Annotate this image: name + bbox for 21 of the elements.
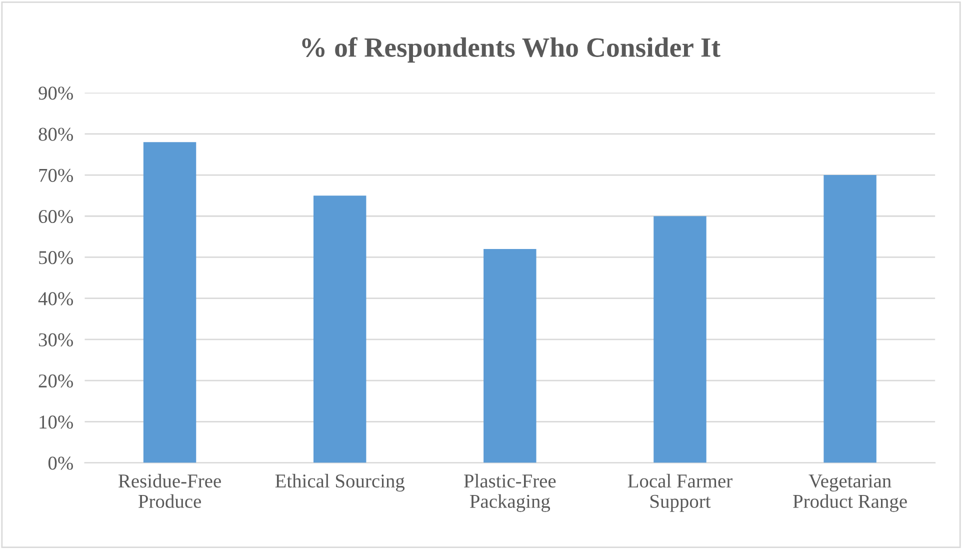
bar [484, 249, 536, 463]
bar [143, 142, 196, 463]
y-tick-label: 50% [39, 251, 73, 264]
x-tick-label: Residue-Free Produce [118, 474, 221, 508]
y-tick-label: 90% [38, 86, 73, 100]
x-tick-label: Ethical Sourcing [275, 474, 405, 492]
bar [313, 196, 366, 463]
y-tick-label: 70% [39, 168, 73, 182]
bar [824, 175, 876, 463]
x-tick-label: Plastic-Free Packaging [464, 474, 556, 512]
y-tick-label: 0% [48, 456, 73, 470]
y-tick-label: 30% [38, 333, 73, 346]
y-tick-label: 20% [38, 374, 73, 388]
chart-title: % of Respondents Who Consider It [302, 37, 720, 63]
y-tick-label: 40% [38, 292, 73, 306]
x-tick-label: Local Farmer Support [628, 474, 732, 512]
y-tick-label: 80% [38, 128, 73, 141]
bar [654, 216, 706, 463]
y-tick-label: 10% [40, 416, 73, 429]
x-tick-label: Vegetarian Product Range [793, 474, 907, 512]
y-tick-label: 60% [38, 210, 73, 224]
